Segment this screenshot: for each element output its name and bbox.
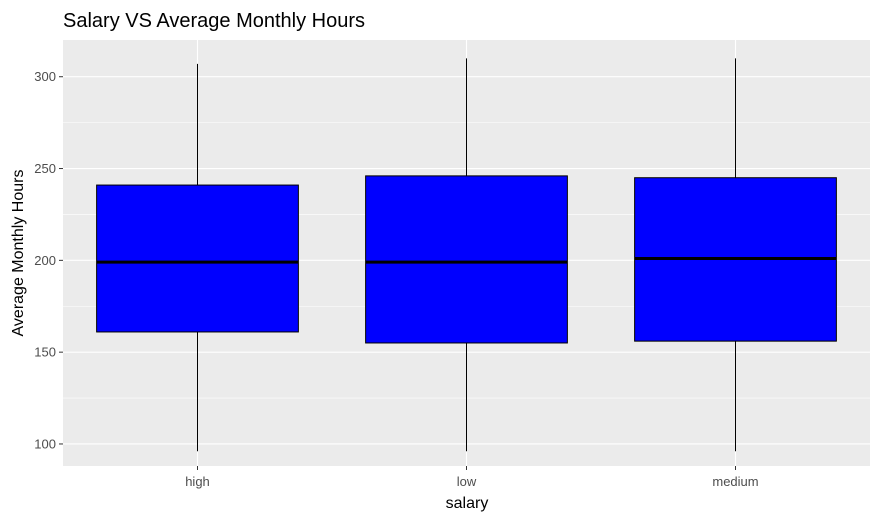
y-axis-title: Average Monthly Hours — [10, 170, 27, 337]
y-tick-label: 300 — [34, 69, 56, 84]
box-iqr — [96, 184, 299, 333]
y-tick-label: 200 — [34, 253, 56, 268]
y-tick-label: 150 — [34, 345, 56, 360]
x-axis-title: salary — [446, 495, 489, 512]
box-high — [96, 63, 299, 452]
box-medium — [634, 58, 837, 452]
x-tick-label: high — [185, 474, 210, 489]
y-tick-label: 250 — [34, 161, 56, 176]
y-tick-label: 100 — [34, 436, 56, 451]
box-low — [365, 58, 568, 452]
x-tick-label: low — [457, 474, 477, 489]
box-iqr — [365, 175, 568, 344]
y-axis-ticks: 100 150 200 250 300 — [34, 69, 63, 451]
x-axis-ticks: high low medium — [185, 466, 759, 489]
boxes — [96, 58, 837, 452]
chart-title: Salary VS Average Monthly Hours — [63, 10, 365, 32]
x-tick-label: medium — [712, 474, 758, 489]
